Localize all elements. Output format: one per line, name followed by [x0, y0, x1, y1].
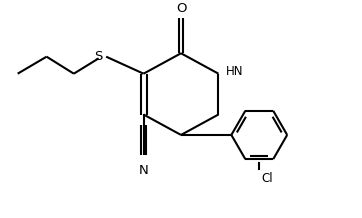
Text: S: S	[94, 50, 102, 63]
Text: O: O	[176, 2, 186, 15]
Text: Cl: Cl	[261, 172, 273, 185]
Text: N: N	[139, 164, 148, 177]
Text: HN: HN	[226, 65, 243, 78]
